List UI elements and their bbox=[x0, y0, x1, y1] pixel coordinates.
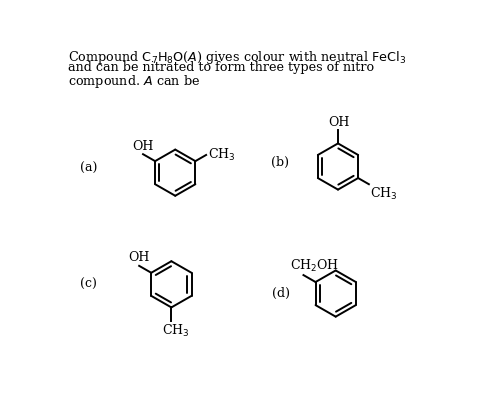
Text: OH: OH bbox=[128, 251, 150, 264]
Text: (c): (c) bbox=[80, 278, 97, 291]
Text: OH: OH bbox=[328, 116, 350, 129]
Text: (b): (b) bbox=[271, 156, 289, 169]
Text: CH$_3$: CH$_3$ bbox=[162, 323, 190, 339]
Text: and can be nitrated to form three types of nitro: and can be nitrated to form three types … bbox=[67, 61, 374, 74]
Text: OH: OH bbox=[132, 140, 153, 152]
Text: compound. $A$ can be: compound. $A$ can be bbox=[67, 73, 200, 90]
Text: (a): (a) bbox=[80, 162, 97, 175]
Text: CH$_3$: CH$_3$ bbox=[370, 186, 398, 202]
Text: CH$_2$OH: CH$_2$OH bbox=[290, 257, 339, 274]
Text: (d): (d) bbox=[272, 287, 290, 300]
Text: CH$_3$: CH$_3$ bbox=[208, 147, 235, 163]
Text: Compound $\mathsf{C_7H_8O}$($A$) gives colour with neutral $\mathsf{FeCl_3}$: Compound $\mathsf{C_7H_8O}$($A$) gives c… bbox=[67, 50, 405, 66]
